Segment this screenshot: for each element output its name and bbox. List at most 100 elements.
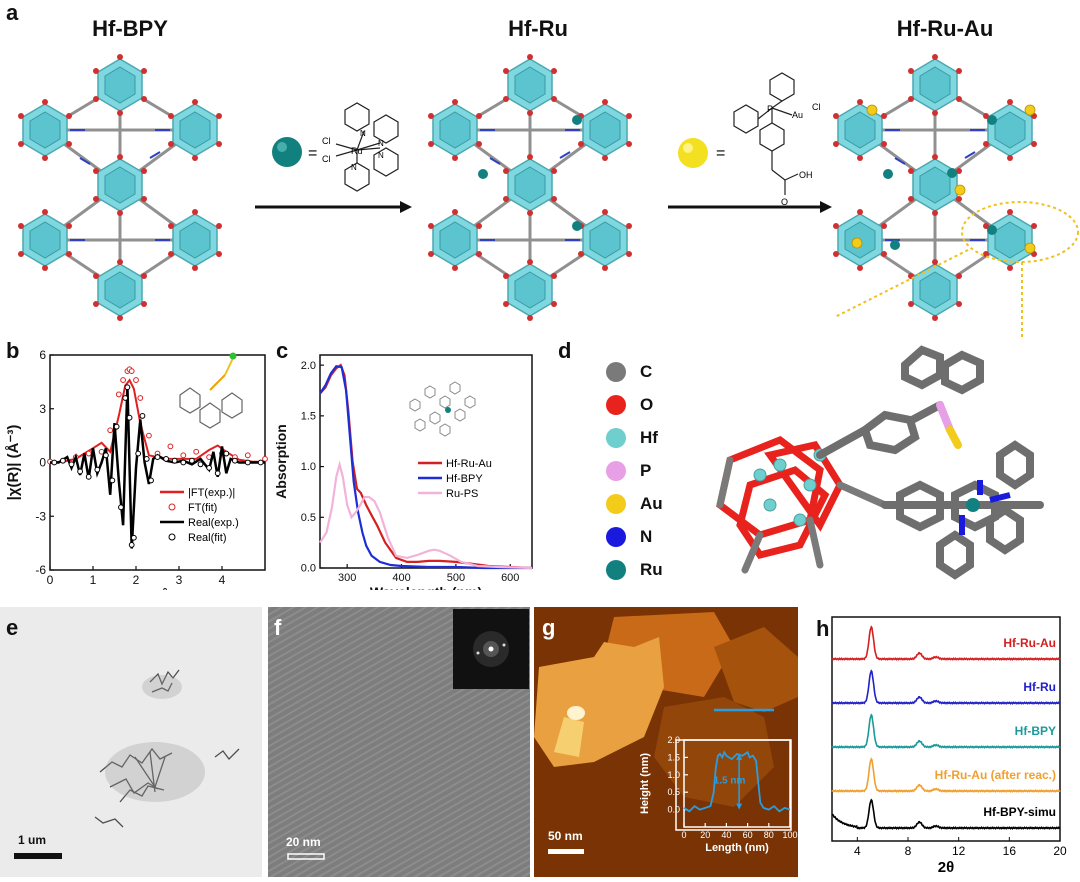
legend-label: Real(fit) — [188, 532, 227, 544]
x-tick-label: 4 — [854, 844, 861, 858]
legend-swatch — [168, 503, 176, 511]
svg-text:N: N — [378, 151, 384, 160]
x-tick-label: 40 — [721, 830, 731, 840]
x-axis-label: 2θ — [938, 859, 954, 876]
y-tick-label: 2.0 — [667, 735, 680, 745]
legend-label: C — [640, 362, 653, 381]
plot-frame — [683, 739, 791, 828]
afm-image-g: g 50 nm 0 20 40 60 80 100 0.0 0.5 1.0 1.5 2.0 Lengt… — [534, 607, 798, 877]
series-point — [257, 459, 264, 466]
series-point — [193, 448, 200, 455]
series-point — [118, 504, 124, 511]
legend-swatch — [606, 560, 626, 580]
series-point — [77, 468, 83, 475]
series-point — [94, 466, 101, 473]
mof-lattice-figure: = Cl Cl Ru N N N N = P Au Cl OH O — [0, 40, 1079, 340]
ring — [439, 395, 451, 409]
title-hf-ru: Hf-Ru — [508, 16, 568, 41]
y-tick-label: 1.5 — [667, 752, 680, 762]
scale-bar-f: 20 nm — [286, 835, 321, 849]
legend-item-au: Au — [606, 494, 663, 514]
atom-legend: C O Hf P Au N Ru — [606, 362, 696, 592]
svg-text:Au: Au — [792, 110, 803, 120]
x-tick-label: 1 — [90, 573, 97, 587]
panel-label-d: d — [558, 338, 572, 363]
chart-b-exafs: 0 1 2 3 4 6 3 0 -3 -6 R (Å) |χ(R)| (Å⁻³) |FT(exp.)| F… — [5, 348, 268, 590]
legend-label: N — [640, 527, 653, 546]
series-point — [85, 450, 92, 457]
y-tick-label: 0.0 — [301, 563, 316, 575]
x-tick-label: 100 — [782, 830, 797, 840]
legend-item-p: P — [606, 461, 651, 481]
svg-text:OH: OH — [799, 170, 813, 180]
legend-label: Hf — [640, 428, 658, 447]
series-point — [128, 542, 135, 548]
pxrd-trace-4 — [832, 798, 1061, 830]
chart-c-uvvis: 300 400 500 600 0.0 0.5 1.0 1.5 2.0 Wavelength (n… — [273, 354, 533, 590]
series-point — [262, 456, 268, 462]
bond — [209, 374, 226, 391]
y-tick-label: -6 — [35, 563, 46, 577]
series-point — [122, 395, 129, 401]
legend-label: P — [640, 461, 652, 480]
x-tick-label: 16 — [1003, 844, 1017, 858]
legend-label: Real(exp.) — [188, 517, 239, 529]
scale-bar-e: 1 um — [18, 833, 47, 847]
series-point — [115, 391, 122, 398]
y-tick-label: 1.0 — [667, 770, 680, 780]
series-line-1 — [319, 364, 532, 570]
legend-item-c: C — [606, 362, 652, 382]
legend-item-n: N — [606, 527, 652, 547]
x-axis-label: Wavelength (nm) — [370, 584, 482, 590]
legend-swatch — [606, 428, 626, 448]
ring — [414, 418, 426, 432]
y-tick-label: 1.5 — [301, 411, 316, 423]
panel-label-g: g — [542, 615, 556, 640]
x-tick-label: 500 — [447, 572, 465, 584]
series-point — [171, 457, 178, 464]
ring — [449, 381, 461, 395]
ring — [424, 385, 436, 399]
panel-label-c: c — [276, 338, 289, 363]
legend-swatch — [606, 362, 626, 382]
legend-label: FT(fit) — [188, 502, 217, 514]
x-tick-label: 20 — [1053, 844, 1067, 858]
y-axis-label: Height (nm) — [639, 753, 651, 814]
plot-frame — [831, 616, 1061, 842]
svg-text:P: P — [767, 104, 773, 114]
series-point — [223, 450, 230, 457]
panel-label-b: b — [6, 338, 20, 363]
bond — [224, 357, 234, 376]
y-tick-label: 1.0 — [301, 461, 316, 473]
series-point — [214, 470, 221, 477]
legend-swatch — [606, 395, 626, 415]
x-axis-label: R (Å) — [140, 588, 176, 590]
y-axis-label: Absorption — [273, 424, 289, 499]
ring — [454, 408, 466, 422]
series-point — [103, 452, 109, 459]
legend-label: Au — [640, 494, 663, 513]
inset-molecule — [179, 352, 243, 429]
series-point — [163, 456, 170, 462]
y-tick-label: 0.5 — [667, 787, 680, 797]
atom-ru — [445, 407, 451, 413]
series-point — [154, 454, 161, 461]
tem-image-e: e 1 um — [0, 607, 262, 877]
y-tick-label: -3 — [35, 509, 46, 523]
hrtem-image-f-drawing — [268, 607, 530, 877]
series-point — [120, 377, 126, 383]
inset-molecule — [409, 381, 476, 437]
series-line-2 — [319, 460, 533, 570]
ru-complex-cl2: Cl — [322, 154, 331, 164]
series-point — [197, 461, 204, 468]
series-point — [137, 395, 144, 401]
ring — [429, 411, 441, 425]
svg-text:=: = — [716, 145, 725, 162]
series-point — [68, 461, 75, 468]
legend-label: Hf-BPY — [446, 473, 483, 485]
series-point — [146, 432, 152, 439]
arrow-head — [736, 803, 743, 810]
legend-label: Hf-Ru-Au — [446, 458, 492, 470]
series-point — [244, 452, 251, 459]
scale-bar-g: 50 nm — [548, 829, 583, 843]
